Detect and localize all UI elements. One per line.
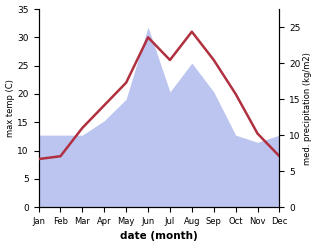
X-axis label: date (month): date (month) [120, 231, 198, 242]
Y-axis label: med. precipitation (kg/m2): med. precipitation (kg/m2) [303, 52, 313, 165]
Y-axis label: max temp (C): max temp (C) [5, 79, 15, 137]
